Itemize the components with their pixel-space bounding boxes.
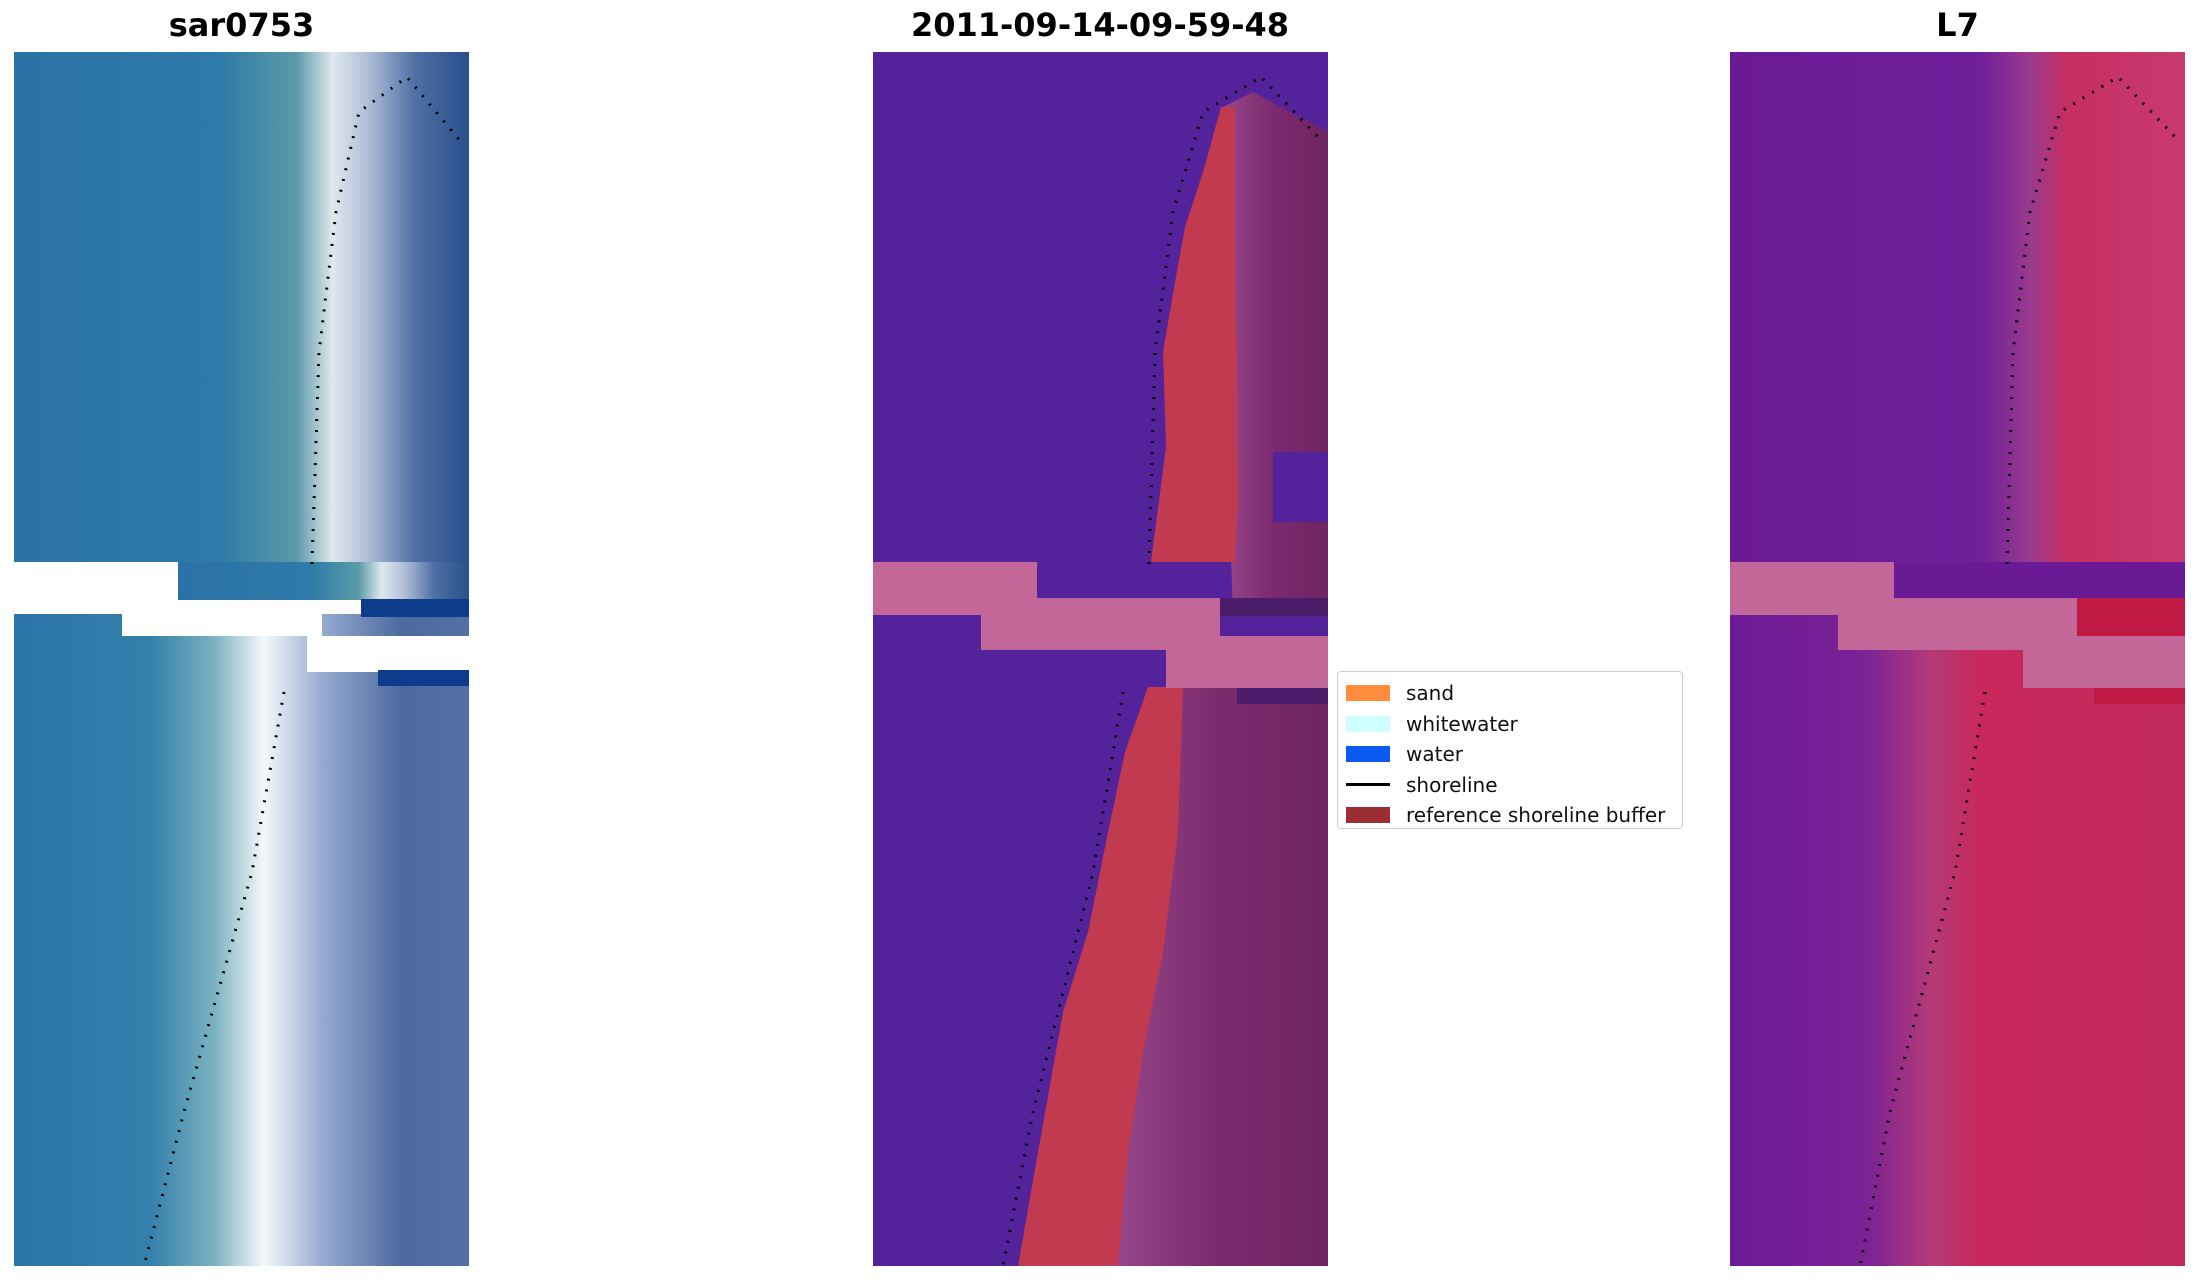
panel-title-classified: 2011-09-14-09-59-48: [910, 6, 1290, 44]
legend-item-shoreline: shoreline: [1346, 770, 1674, 801]
legend-label: shoreline: [1406, 772, 1498, 797]
legend-item-reference-shoreline-buffer: reference shoreline buffer: [1346, 800, 1674, 831]
rgb-image: [14, 52, 469, 1266]
legend-label: whitewater: [1406, 711, 1518, 736]
panel-title-index: L7: [1936, 6, 1979, 44]
legend-line-shoreline: [1346, 783, 1390, 787]
legend-label: sand: [1406, 681, 1455, 706]
legend-swatch-buffer: [1346, 807, 1390, 824]
legend-item-sand: sand: [1346, 678, 1674, 709]
legend-item-whitewater: whitewater: [1346, 709, 1674, 740]
legend-label: water: [1406, 742, 1463, 767]
legend-swatch-water: [1346, 746, 1390, 763]
legend-swatch-whitewater: [1346, 715, 1390, 732]
rgb-image-panel: [14, 52, 469, 1266]
panel-title-rgb: sar0753: [168, 6, 315, 44]
legend: sand whitewater water shoreline referenc…: [1337, 671, 1683, 829]
classified-image: [873, 52, 1328, 1266]
legend-label: reference shoreline buffer: [1406, 803, 1666, 828]
classified-image-panel: [873, 52, 1328, 1266]
index-image-panel: [1730, 52, 2185, 1266]
index-image: [1730, 52, 2185, 1266]
legend-item-water: water: [1346, 739, 1674, 770]
legend-swatch-sand: [1346, 685, 1390, 702]
